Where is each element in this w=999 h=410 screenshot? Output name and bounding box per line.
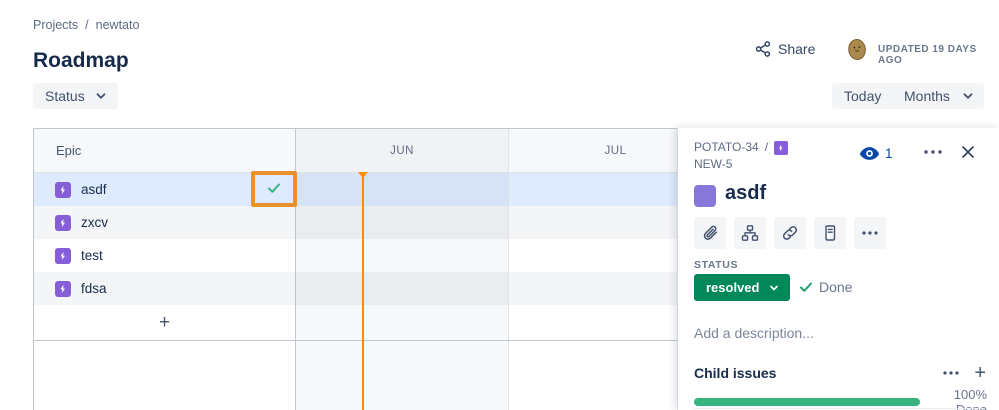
description-placeholder[interactable]: Add a description... [694,325,814,341]
document-icon [821,224,839,242]
share-label: Share [778,41,816,57]
status-category-badge: Done [799,279,852,295]
status-dropdown[interactable]: resolved [694,274,791,301]
status-filter-label: Status [45,88,85,104]
breadcrumb-separator: / [85,18,89,32]
epic-icon [55,214,71,231]
epic-row-zxcv: zxcv [34,206,722,239]
check-icon [799,281,813,293]
add-epic-row: + [34,305,722,341]
epic-icon [55,280,71,297]
child-issues-progress: 100% Done [694,387,987,410]
notes-button[interactable] [814,217,846,249]
panel-more-button[interactable] [924,150,942,154]
epic-list-item[interactable]: fdsa [34,272,296,305]
timeline-cell[interactable] [296,239,509,272]
child-issues-header: Child issues + [694,363,986,383]
add-child-issue-button[interactable] [734,217,766,249]
link-button[interactable] [774,217,806,249]
today-marker-line [362,172,364,410]
epic-done-checkmark-icon[interactable] [267,182,281,194]
epic-name: fdsa [81,281,107,296]
link-icon [781,224,799,242]
timeline-cell[interactable] [296,206,509,239]
issue-action-bar [694,217,886,249]
epic-name: test [81,248,103,263]
timeline-cell[interactable] [296,272,509,305]
epic-row-test: test [34,239,722,272]
breadcrumb: Projects / newtato [33,18,139,32]
today-label: Today [844,88,882,104]
status-value: resolved [706,280,760,295]
timeline-zoom-dropdown[interactable]: Months [890,83,984,109]
month-header-jun: JUN [296,129,509,172]
status-category-label: Done [819,279,853,295]
epic-row-asdf: asdf [34,173,722,206]
breadcrumb-separator: / [764,140,769,154]
share-icon [755,41,771,57]
issue-key[interactable]: NEW-5 [694,157,733,171]
epic-row-fdsa: fdsa [34,272,722,305]
epic-icon [55,247,71,264]
issue-breadcrumb: POTATO-34 / NEW-5 [694,139,789,173]
today-button[interactable]: Today [832,83,894,109]
watchers-count: 1 [885,146,893,161]
add-child-issue-plus-button[interactable]: + [974,362,986,384]
progress-bar [694,398,920,406]
today-marker-pin [358,172,368,178]
more-actions-button[interactable] [854,217,886,249]
timeline-cell [296,341,509,410]
zoom-level-label: Months [904,88,950,104]
epic-icon[interactable] [774,140,789,155]
plus-icon: + [158,312,171,333]
close-icon[interactable] [960,144,976,160]
share-button[interactable]: Share [755,41,815,57]
annotation-highlight-box [251,171,297,207]
status-field-label: STATUS [694,259,739,271]
breadcrumb-projects[interactable]: Projects [33,18,79,32]
epic-list-item[interactable]: test [34,239,296,272]
timeline-cell [34,341,296,410]
watchers-button[interactable]: 1 [860,146,893,161]
timeline-cell[interactable] [296,173,509,206]
paperclip-icon [701,224,719,242]
watch-eye-icon [860,146,879,161]
issue-detail-panel: POTATO-34 / NEW-5 1 [678,128,999,410]
issue-title[interactable]: asdf [725,182,767,204]
epic-name: asdf [81,182,107,197]
epic-color-swatch[interactable] [694,185,716,207]
add-epic-button[interactable]: + [34,305,296,340]
epic-list-item[interactable]: zxcv [34,206,296,239]
updated-timestamp: UPDATED 19 DAYS AGO [878,44,977,66]
chevron-down-icon [768,282,780,294]
progress-label: 100% Done [953,387,987,410]
hierarchy-icon [741,224,759,242]
chevron-down-icon [94,89,108,103]
month-label: JUL [604,144,627,157]
breadcrumb-project-newtato[interactable]: newtato [95,18,140,32]
child-issues-heading: Child issues [694,365,777,381]
status-filter-dropdown[interactable]: Status [33,83,118,109]
epic-icon [55,181,71,198]
avatar[interactable] [845,37,869,61]
chevron-down-icon [961,89,975,103]
ellipsis-icon [862,231,878,235]
month-label: JUN [390,144,414,157]
parent-issue-key[interactable]: POTATO-34 [694,140,759,154]
epic-name: zxcv [81,215,108,230]
timeline-empty-area [34,341,722,410]
timeline-header-row: Epic JUN JUL [34,129,722,173]
attach-button[interactable] [694,217,726,249]
epic-column-header: Epic [34,129,296,172]
section-divider [694,408,985,409]
timeline-board: Epic JUN JUL asdf zxcv [33,128,722,410]
child-issues-more-button[interactable] [943,371,959,375]
timeline-cell [296,305,509,340]
page-title: Roadmap [33,49,129,73]
